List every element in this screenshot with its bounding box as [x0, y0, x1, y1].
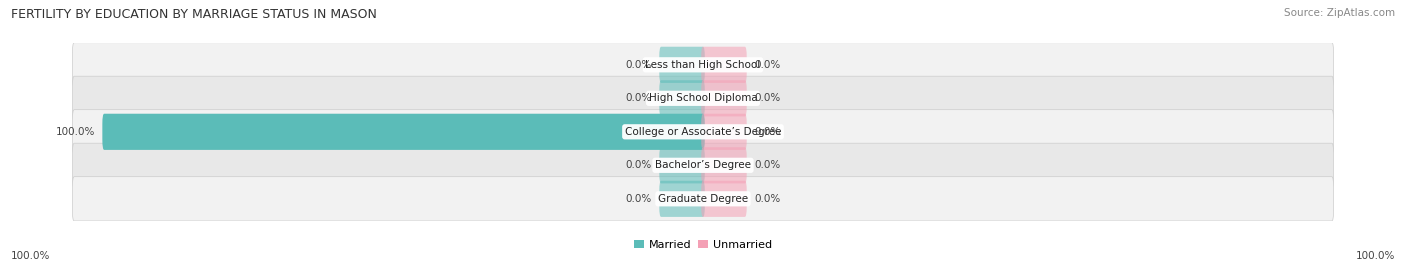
FancyBboxPatch shape [659, 147, 704, 183]
Text: 100.0%: 100.0% [1355, 251, 1395, 261]
FancyBboxPatch shape [702, 80, 747, 116]
FancyBboxPatch shape [73, 76, 1333, 121]
Text: 0.0%: 0.0% [626, 160, 652, 170]
Text: Source: ZipAtlas.com: Source: ZipAtlas.com [1284, 8, 1395, 18]
FancyBboxPatch shape [659, 47, 704, 83]
Text: Less than High School: Less than High School [645, 60, 761, 70]
Text: 0.0%: 0.0% [626, 194, 652, 204]
Text: High School Diploma: High School Diploma [648, 93, 758, 103]
Text: 0.0%: 0.0% [754, 127, 780, 137]
Text: 0.0%: 0.0% [626, 93, 652, 103]
Text: 100.0%: 100.0% [11, 251, 51, 261]
FancyBboxPatch shape [73, 177, 1333, 221]
FancyBboxPatch shape [702, 147, 747, 183]
Text: 0.0%: 0.0% [754, 194, 780, 204]
Text: 100.0%: 100.0% [56, 127, 96, 137]
FancyBboxPatch shape [702, 181, 747, 217]
Text: 0.0%: 0.0% [754, 160, 780, 170]
Text: 0.0%: 0.0% [626, 60, 652, 70]
FancyBboxPatch shape [659, 80, 704, 116]
Text: Graduate Degree: Graduate Degree [658, 194, 748, 204]
FancyBboxPatch shape [73, 143, 1333, 187]
Text: 0.0%: 0.0% [754, 60, 780, 70]
FancyBboxPatch shape [73, 43, 1333, 87]
Text: College or Associate’s Degree: College or Associate’s Degree [624, 127, 782, 137]
Text: 0.0%: 0.0% [754, 93, 780, 103]
Legend: Married, Unmarried: Married, Unmarried [630, 235, 776, 254]
Text: FERTILITY BY EDUCATION BY MARRIAGE STATUS IN MASON: FERTILITY BY EDUCATION BY MARRIAGE STATU… [11, 8, 377, 21]
FancyBboxPatch shape [103, 114, 704, 150]
Text: Bachelor’s Degree: Bachelor’s Degree [655, 160, 751, 170]
FancyBboxPatch shape [659, 181, 704, 217]
FancyBboxPatch shape [702, 47, 747, 83]
FancyBboxPatch shape [702, 114, 747, 150]
FancyBboxPatch shape [73, 110, 1333, 154]
